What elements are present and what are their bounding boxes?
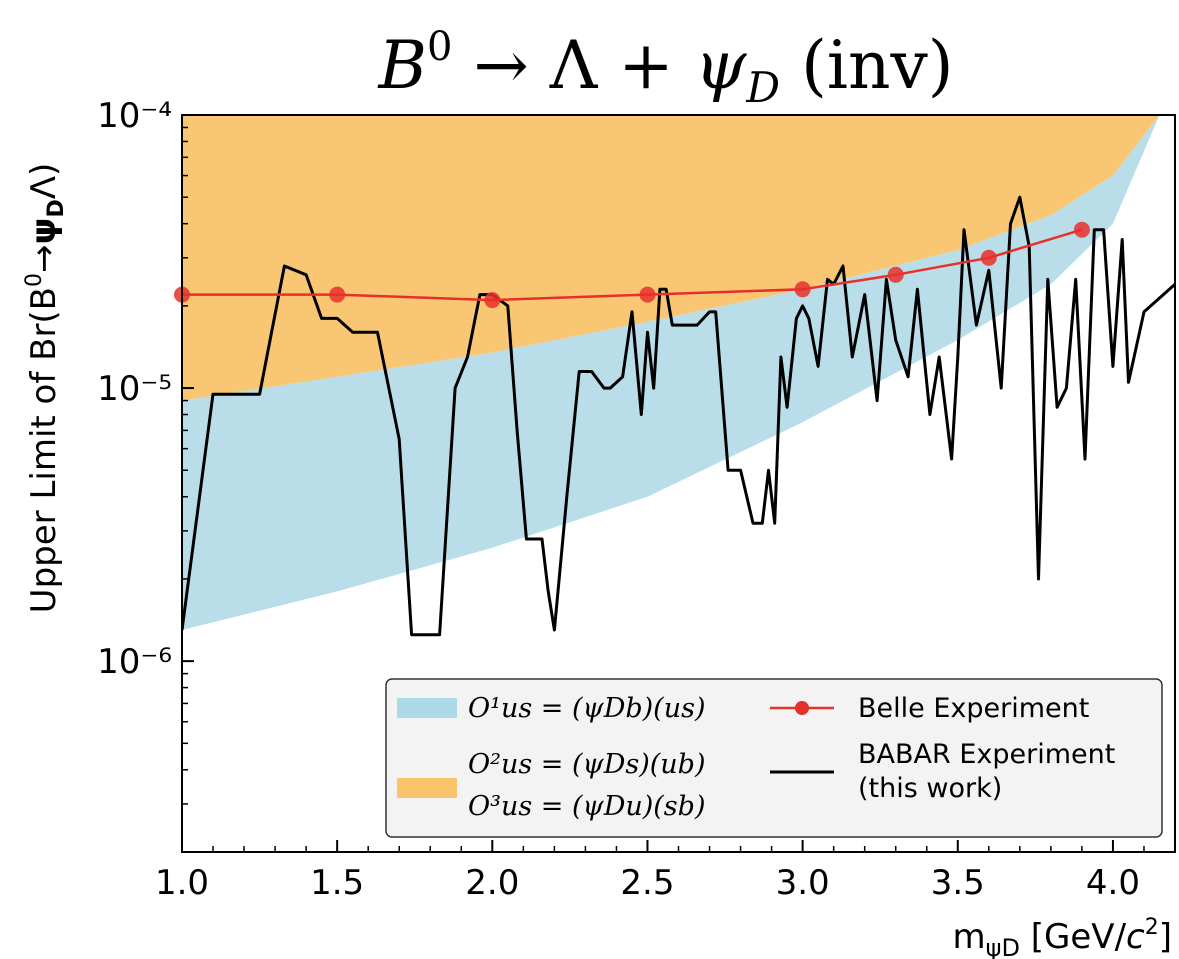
y-tick-label: 10⁻⁴ <box>97 96 172 136</box>
band-2 <box>182 115 1160 401</box>
legend: O¹us = (ψDb)(us) O²us = (ψDs)(ub) O³us =… <box>385 678 1163 838</box>
y-axis-ticks: 10⁻⁶ 10⁻⁵ 10⁻⁴ <box>97 96 194 853</box>
x-axis-label: mψD [GeV/c2] <box>953 915 1172 959</box>
y-axis-label: Upper Limit of Br(B0→ψDΛ) <box>22 163 69 614</box>
series-line-belle <box>182 228 1083 302</box>
legend-swatch-band2 <box>397 778 457 798</box>
y-tick-label: 10⁻⁵ <box>97 369 172 409</box>
markers-group <box>174 221 1090 309</box>
legend-label-babar-line1: BABAR Experiment <box>858 739 1115 770</box>
belle-point <box>484 292 501 309</box>
series-line-babar <box>182 195 1175 637</box>
belle-point <box>329 286 346 303</box>
legend-label-band1: O¹us = (ψDb)(us) <box>468 693 705 724</box>
lines-group <box>182 195 1175 637</box>
x-tick-label: 3.5 <box>931 863 985 903</box>
legend-label-belle: Belle Experiment <box>858 693 1089 724</box>
belle-point <box>1073 221 1090 238</box>
x-tick-label: 4.0 <box>1086 863 1140 903</box>
x-tick-label: 2.0 <box>465 863 519 903</box>
legend-label-band2-line1: O²us = (ψDs)(ub) <box>468 749 705 780</box>
legend-box <box>385 678 1163 838</box>
x-tick-label: 1.0 <box>155 863 209 903</box>
y-tick-label: 10⁻⁶ <box>97 642 172 682</box>
x-tick-label: 3.0 <box>776 863 830 903</box>
legend-swatch-band1 <box>397 698 457 718</box>
legend-label-babar-line2: (this work) <box>858 773 1002 804</box>
legend-label-band2-line2: O³us = (ψDu)(sb) <box>468 791 705 822</box>
belle-point <box>980 249 997 266</box>
x-tick-label: 2.5 <box>620 863 674 903</box>
belle-point <box>887 266 904 283</box>
x-axis-ticks: 1.0 1.5 2.0 2.5 3.0 3.5 4.0 <box>155 840 1176 903</box>
belle-point <box>794 281 811 298</box>
bands-group <box>182 115 1160 630</box>
legend-marker-belle <box>795 701 809 715</box>
chart-title: B0 → Λ + ψD (inv) <box>378 24 954 112</box>
band-1 <box>182 115 1160 630</box>
belle-point <box>639 286 656 303</box>
x-tick-label: 1.5 <box>310 863 364 903</box>
